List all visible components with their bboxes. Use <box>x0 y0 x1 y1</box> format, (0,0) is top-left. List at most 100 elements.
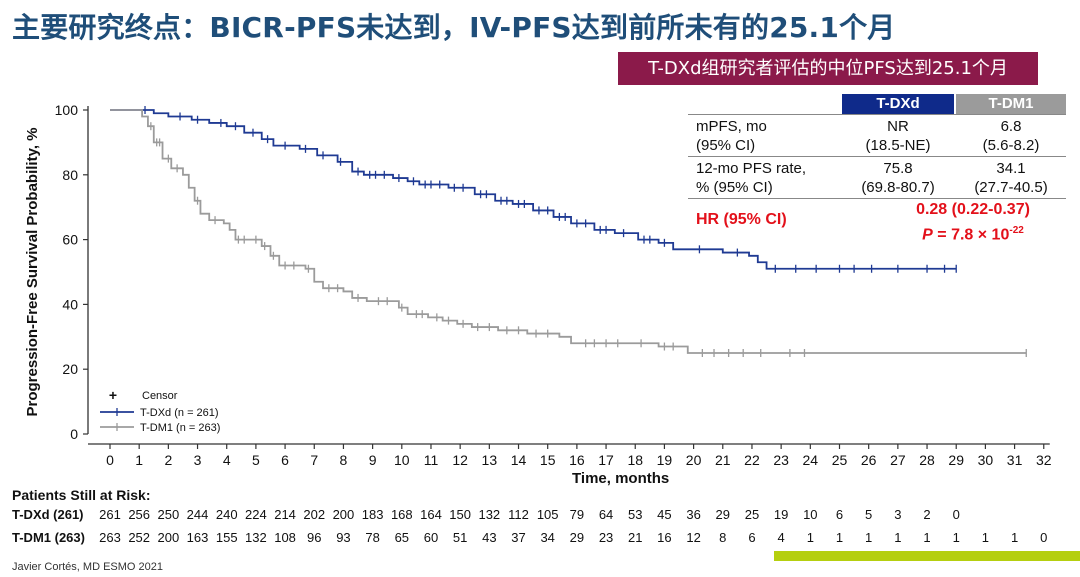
at-risk-value: 34 <box>540 530 555 545</box>
at-risk-value: 64 <box>598 507 614 522</box>
at-risk-value: 250 <box>157 507 180 522</box>
cell-tdm1: 34.1 <box>996 160 1026 177</box>
x-tick-label: 17 <box>598 452 614 468</box>
x-tick-label: 30 <box>978 452 994 468</box>
x-tick-label: 27 <box>890 452 906 468</box>
at-risk-value: 93 <box>336 530 351 545</box>
hr-label: HR (95% CI) <box>696 211 787 228</box>
at-risk-value: 252 <box>128 530 151 545</box>
at-risk-value: 1 <box>865 530 873 545</box>
at-risk-value: 155 <box>215 530 238 545</box>
at-risk-value: 37 <box>511 530 526 545</box>
at-risk-value: 43 <box>482 530 497 545</box>
col-header-tdxd: T-DXd <box>842 94 954 114</box>
x-tick-label: 4 <box>223 452 231 468</box>
at-risk-value: 96 <box>307 530 322 545</box>
legend: + Censor T-DXd (n = 261) T-DM1 (n = 263) <box>100 387 220 434</box>
x-tick-label: 23 <box>773 452 789 468</box>
median-pfs-banner: T-DXd组研究者评估的中位PFS达到25.1个月 <box>618 52 1038 85</box>
x-tick-label: 16 <box>569 452 585 468</box>
row-label: 12-mo PFS rate, <box>696 160 807 177</box>
x-tick-label: 12 <box>452 452 468 468</box>
at-risk-value: 21 <box>628 530 643 545</box>
at-risk-value: 45 <box>657 507 672 522</box>
p-prefix: P <box>922 226 933 244</box>
accent-bar <box>774 551 1080 561</box>
x-tick-label: 14 <box>511 452 527 468</box>
at-risk-value: 183 <box>361 507 384 522</box>
at-risk-value: 12 <box>686 530 701 545</box>
at-risk-value: 65 <box>394 530 410 545</box>
x-tick-label: 28 <box>919 452 935 468</box>
at-risk-value: 244 <box>186 507 209 522</box>
at-risk-value: 3 <box>894 507 902 522</box>
at-risk-value: 1 <box>923 530 931 545</box>
x-axis-label: Time, months <box>572 470 669 487</box>
at-risk-value: 53 <box>628 507 643 522</box>
y-tick-label: 0 <box>70 426 78 442</box>
at-risk-value: 224 <box>245 507 267 522</box>
at-risk-value: 25 <box>744 507 760 522</box>
at-risk-value: 29 <box>715 507 730 522</box>
at-risk-value: 261 <box>99 507 121 522</box>
cell-tdxd-ci: (18.5-NE) <box>865 137 931 154</box>
x-tick-label: 15 <box>540 452 556 468</box>
x-tick-label: 31 <box>1007 452 1023 468</box>
at-risk-value: 132 <box>478 507 501 522</box>
at-risk-value: 79 <box>569 507 585 522</box>
at-risk-value: 150 <box>449 507 471 522</box>
cell-tdxd: NR <box>887 118 909 135</box>
x-tick-label: 5 <box>252 452 260 468</box>
at-risk-value: 51 <box>452 530 468 545</box>
marks <box>110 106 1027 357</box>
x-tick-label: 22 <box>744 452 760 468</box>
x-tick-label: 20 <box>686 452 702 468</box>
legend-label-tdxd: T-DXd (n = 261) <box>140 407 219 419</box>
cell-tdm1-ci: (27.7-40.5) <box>974 179 1048 196</box>
at-risk-value: 19 <box>773 507 789 522</box>
at-risk-value: 263 <box>99 530 121 545</box>
col-header-tdm1: T-DM1 <box>956 94 1066 114</box>
at-risk-value: 164 <box>420 507 442 522</box>
series-line-tdxd <box>110 109 957 270</box>
x-tick-label: 2 <box>164 452 172 468</box>
at-risk-value: 6 <box>835 507 844 522</box>
at-risk-value: 2 <box>923 507 931 522</box>
at-risk-value: 78 <box>365 530 380 545</box>
y-tick-label: 20 <box>62 361 78 377</box>
x-tick-label: 11 <box>424 452 439 468</box>
table-row-12mo-pfs: 12-mo PFS rate, % (95% CI) 75.8 (69.8-80… <box>688 156 1066 199</box>
at-risk-value: 132 <box>245 530 267 545</box>
p-value: P = 7.8 × 10-22 <box>888 220 1058 245</box>
row-label: mPFS, mo <box>696 118 767 135</box>
at-risk-value: 1 <box>1010 530 1019 545</box>
table-row-hr: HR (95% CI) 0.28 (0.22-0.37) P = 7.8 × 1… <box>688 198 1066 243</box>
at-risk-value: 0 <box>1040 530 1048 545</box>
footer-citation: Javier Cortés, MD ESMO 2021 <box>12 561 163 573</box>
x-tick-label: 26 <box>861 452 877 468</box>
at-risk-value: 60 <box>423 530 439 545</box>
at-risk-value: 202 <box>303 507 326 522</box>
x-tick-label: 29 <box>948 452 964 468</box>
series-line-tdm1 <box>110 109 1027 354</box>
row-label-ci: % (95% CI) <box>696 179 773 196</box>
x-tick-label: 1 <box>135 452 143 468</box>
at-risk-value: 168 <box>390 507 413 522</box>
y-tick-label: 80 <box>62 167 78 183</box>
x-tick-label: 9 <box>369 452 377 468</box>
cell-tdm1-ci: (5.6-8.2) <box>982 137 1040 154</box>
at-risk-value: 1 <box>806 530 814 545</box>
at-risk-value: 105 <box>536 507 559 522</box>
y-axis-label: Progression-Free Survival Probability, % <box>24 128 41 417</box>
x-tick-label: 8 <box>340 452 348 468</box>
x-tick-label: 21 <box>715 452 731 468</box>
y-tick-label: 100 <box>55 102 79 118</box>
at-risk-title: Patients Still at Risk: <box>12 487 151 503</box>
at-risk-value: 16 <box>657 530 672 545</box>
x-tick-label: 7 <box>310 452 318 468</box>
at-risk-value: 4 <box>777 530 785 545</box>
y-tick-label: 60 <box>62 232 78 248</box>
at-risk-value: 1 <box>952 530 960 545</box>
